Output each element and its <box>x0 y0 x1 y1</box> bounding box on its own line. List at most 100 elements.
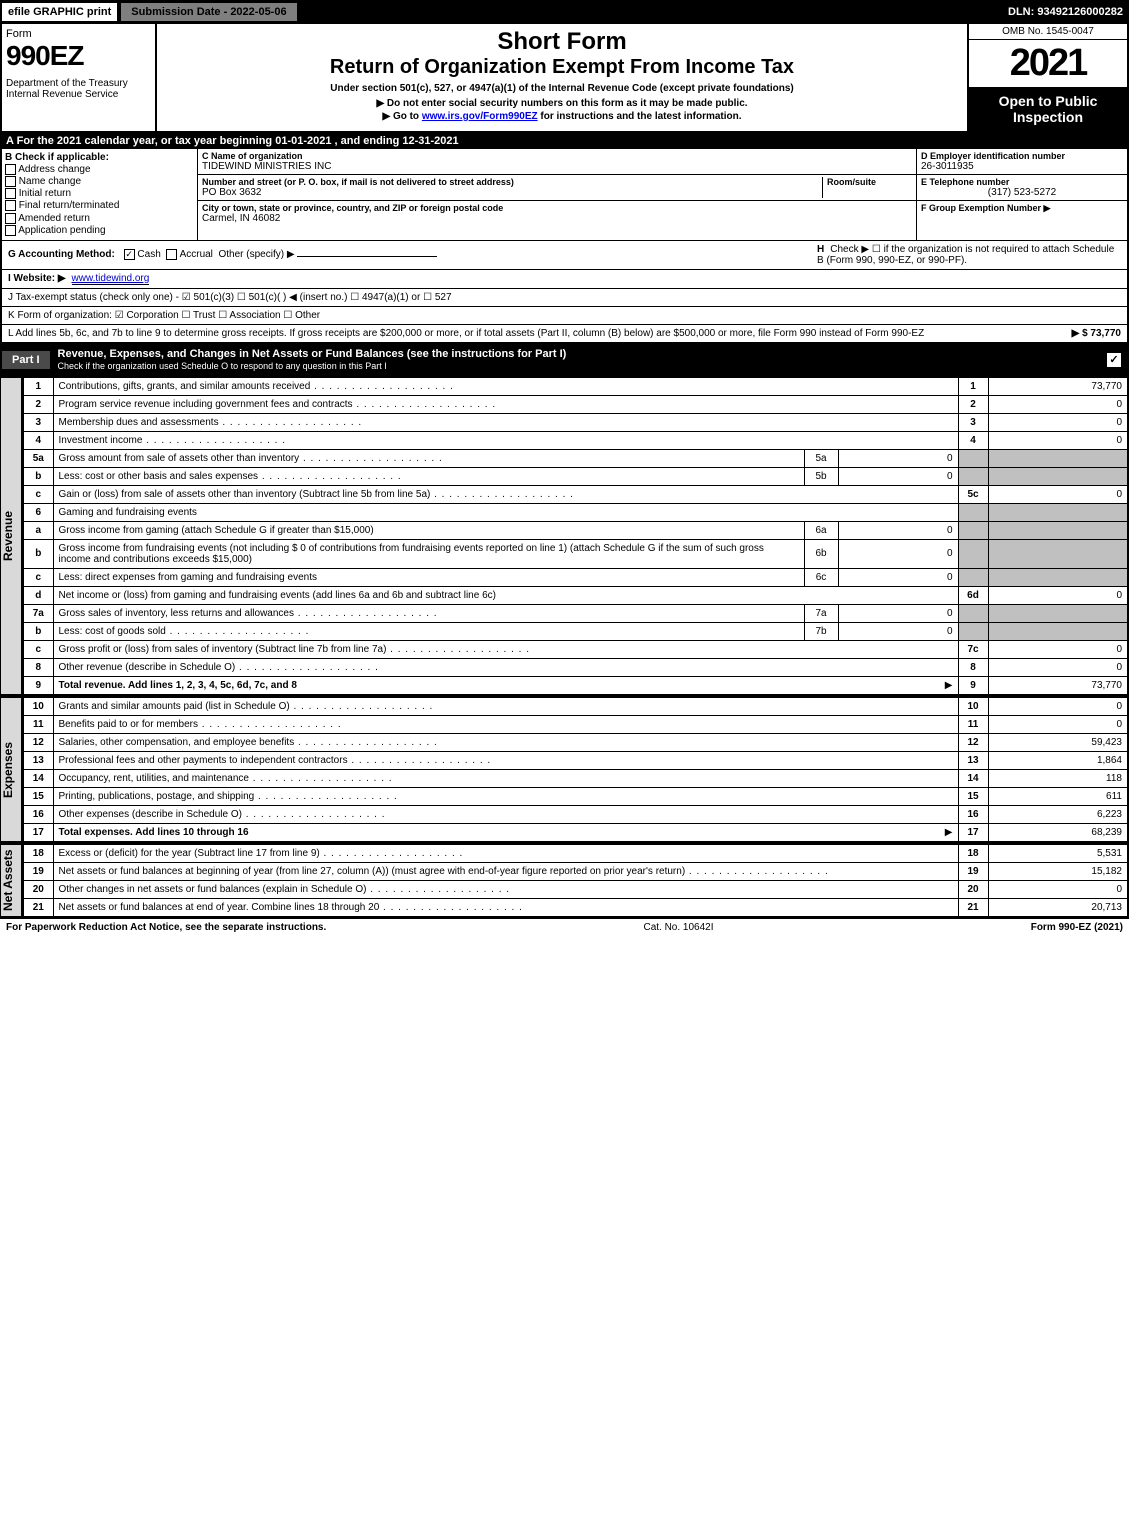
row-i: I Website: ▶ www.tidewind.org <box>0 270 1129 289</box>
line-6c: cLess: direct expenses from gaming and f… <box>23 568 1128 586</box>
line-10: 10Grants and similar amounts paid (list … <box>23 697 1128 715</box>
footer-left: For Paperwork Reduction Act Notice, see … <box>6 922 326 933</box>
col-c: C Name of organization TIDEWIND MINISTRI… <box>197 149 917 240</box>
part-i-checkbox[interactable]: ✓ <box>1107 353 1121 367</box>
note-pre: ▶ Go to <box>382 111 421 122</box>
line-7c: cGross profit or (loss) from sales of in… <box>23 640 1128 658</box>
org-name-block: C Name of organization TIDEWIND MINISTRI… <box>198 149 916 175</box>
chk-initial-return[interactable]: Initial return <box>5 188 194 199</box>
line-19: 19Net assets or fund balances at beginni… <box>23 862 1128 880</box>
section-bcdef: B Check if applicable: Address change Na… <box>0 149 1129 241</box>
revenue-table: 1Contributions, gifts, grants, and simil… <box>22 377 1129 695</box>
g-cash: Cash <box>137 249 160 260</box>
line-11: 11Benefits paid to or for members110 <box>23 715 1128 733</box>
line-15: 15Printing, publications, postage, and s… <box>23 787 1128 805</box>
line-5c: cGain or (loss) from sale of assets othe… <box>23 485 1128 503</box>
col-def: D Employer identification number 26-3011… <box>917 149 1127 240</box>
line-7a: 7aGross sales of inventory, less returns… <box>23 604 1128 622</box>
tax-year: 2021 <box>969 40 1127 87</box>
line-21: 21Net assets or fund balances at end of … <box>23 898 1128 916</box>
part-i-bar: Part I Revenue, Expenses, and Changes in… <box>0 343 1129 377</box>
note-ssn: ▶ Do not enter social security numbers o… <box>161 98 963 109</box>
group-exemption-block: F Group Exemption Number ▶ <box>917 201 1127 216</box>
row-k: K Form of organization: ☑ Corporation ☐ … <box>0 307 1129 325</box>
line-18: 18Excess or (deficit) for the year (Subt… <box>23 844 1128 862</box>
line-5b: bLess: cost or other basis and sales exp… <box>23 467 1128 485</box>
ein-hdr: D Employer identification number <box>921 151 1123 161</box>
line-17: 17Total expenses. Add lines 10 through 1… <box>23 823 1128 841</box>
title-short-form: Short Form <box>161 28 963 56</box>
h-block: HCheck ▶ ☐ if the organization is not re… <box>811 244 1121 266</box>
line-5a: 5aGross amount from sale of assets other… <box>23 449 1128 467</box>
expenses-table: 10Grants and similar amounts paid (list … <box>22 697 1129 842</box>
part-i-title: Revenue, Expenses, and Changes in Net As… <box>58 345 567 375</box>
header-left: Form 990EZ Department of the Treasury In… <box>2 24 157 131</box>
line-14: 14Occupancy, rent, utilities, and mainte… <box>23 769 1128 787</box>
department: Department of the Treasury Internal Reve… <box>6 78 151 100</box>
tel: (317) 523-5272 <box>921 187 1123 198</box>
header-middle: Short Form Return of Organization Exempt… <box>157 24 967 131</box>
street-block: Number and street (or P. O. box, if mail… <box>198 175 916 201</box>
chk-final-return[interactable]: Final return/terminated <box>5 200 194 211</box>
open-to-public: Open to Public Inspection <box>969 87 1127 131</box>
topbar: efile GRAPHIC print Submission Date - 20… <box>0 0 1129 24</box>
netassets-section: Net Assets 18Excess or (deficit) for the… <box>0 844 1129 919</box>
org-name-hdr: C Name of organization <box>202 151 912 161</box>
org-name: TIDEWIND MINISTRIES INC <box>202 161 912 172</box>
col-b: B Check if applicable: Address change Na… <box>2 149 197 240</box>
l-amount: ▶ $ 73,770 <box>1072 328 1121 339</box>
room-hdr: Room/suite <box>827 177 912 187</box>
header-right: OMB No. 1545-0047 2021 Open to Public In… <box>967 24 1127 131</box>
chk-amended-return[interactable]: Amended return <box>5 213 194 224</box>
row-a-text: For the 2021 calendar year, or tax year … <box>17 135 459 147</box>
revenue-section: Revenue 1Contributions, gifts, grants, a… <box>0 377 1129 697</box>
h-text: Check ▶ ☐ if the organization is not req… <box>817 244 1114 266</box>
line-13: 13Professional fees and other payments t… <box>23 751 1128 769</box>
expenses-sidelabel: Expenses <box>0 697 22 842</box>
line-4: 4Investment income40 <box>23 431 1128 449</box>
line-6a: aGross income from gaming (attach Schedu… <box>23 521 1128 539</box>
street-hdr: Number and street (or P. O. box, if mail… <box>202 177 822 187</box>
website-link[interactable]: www.tidewind.org <box>72 273 150 285</box>
subtitle-under: Under section 501(c), 527, or 4947(a)(1)… <box>161 83 963 94</box>
chk-application-pending[interactable]: Application pending <box>5 225 194 236</box>
chk-name-change[interactable]: Name change <box>5 176 194 187</box>
city-hdr: City or town, state or province, country… <box>202 203 912 213</box>
note-link: ▶ Go to www.irs.gov/Form990EZ for instru… <box>161 111 963 122</box>
line-6b: bGross income from fundraising events (n… <box>23 539 1128 568</box>
line-20: 20Other changes in net assets or fund ba… <box>23 880 1128 898</box>
g-label: G Accounting Method: <box>8 249 115 260</box>
title-return: Return of Organization Exempt From Incom… <box>161 56 963 79</box>
netassets-sidelabel: Net Assets <box>0 844 22 917</box>
dln: DLN: 93492126000282 <box>1008 6 1129 18</box>
g-accrual: Accrual <box>180 249 213 260</box>
l-text: L Add lines 5b, 6c, and 7b to line 9 to … <box>8 328 924 339</box>
line-1: 1Contributions, gifts, grants, and simil… <box>23 377 1128 395</box>
page-footer: For Paperwork Reduction Act Notice, see … <box>0 919 1129 936</box>
footer-cat: Cat. No. 10642I <box>643 922 713 933</box>
tel-block: E Telephone number (317) 523-5272 <box>917 175 1127 201</box>
form-header: Form 990EZ Department of the Treasury In… <box>0 24 1129 133</box>
row-gh: G Accounting Method: ✓ Cash Accrual Othe… <box>0 241 1129 270</box>
efile-graphic-print[interactable]: efile GRAPHIC print <box>0 1 119 23</box>
i-label: I Website: ▶ <box>8 273 66 284</box>
part-i-label: Part I <box>2 351 50 369</box>
line-8: 8Other revenue (describe in Schedule O)8… <box>23 658 1128 676</box>
chk-cash[interactable]: ✓ <box>124 249 135 260</box>
group-exemption-hdr: F Group Exemption Number ▶ <box>921 203 1123 214</box>
ein: 26-3011935 <box>921 161 1123 172</box>
row-a: A For the 2021 calendar year, or tax yea… <box>0 133 1129 149</box>
line-12: 12Salaries, other compensation, and empl… <box>23 733 1128 751</box>
b-header: B Check if applicable: <box>5 152 194 163</box>
irs-link[interactable]: www.irs.gov/Form990EZ <box>422 111 538 122</box>
row-l: L Add lines 5b, 6c, and 7b to line 9 to … <box>0 325 1129 343</box>
form-number: 990EZ <box>6 40 151 72</box>
chk-accrual[interactable] <box>166 249 177 260</box>
revenue-sidelabel: Revenue <box>0 377 22 695</box>
netassets-table: 18Excess or (deficit) for the year (Subt… <box>22 844 1129 917</box>
g-other: Other (specify) ▶ <box>218 249 294 260</box>
expenses-section: Expenses 10Grants and similar amounts pa… <box>0 697 1129 844</box>
line-7b: bLess: cost of goods sold7b0 <box>23 622 1128 640</box>
chk-address-change[interactable]: Address change <box>5 164 194 175</box>
omb-number: OMB No. 1545-0047 <box>969 24 1127 40</box>
